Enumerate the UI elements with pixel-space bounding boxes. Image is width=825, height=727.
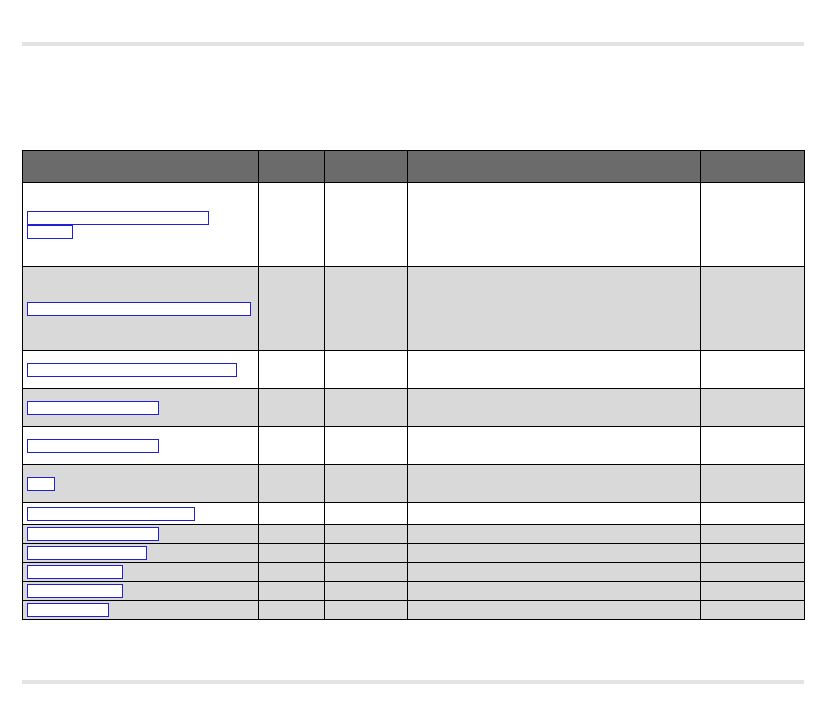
table-cell [325,183,408,267]
table-cell [23,183,259,267]
table-cell [701,563,805,582]
link-box[interactable] [27,225,73,239]
table-cell [259,503,325,525]
table-cell [408,183,701,267]
table-row [23,351,805,389]
table-cell [701,183,805,267]
table-cell [259,351,325,389]
table-cell [701,601,805,620]
table-cell [259,525,325,544]
table-cell [408,601,701,620]
table-cell [259,267,325,351]
table-cell [408,427,701,465]
link-box[interactable] [27,302,251,316]
table-cell [325,465,408,503]
table-cell [23,563,259,582]
link-box[interactable] [27,584,123,598]
link-box[interactable] [27,363,237,377]
spec-table [22,150,805,620]
table-cell [701,427,805,465]
divider-bottom [22,680,804,684]
table-cell [23,465,259,503]
table-cell [23,389,259,427]
link-box[interactable] [27,546,147,560]
divider-top [22,42,804,46]
table-cell [325,582,408,601]
link-box[interactable] [27,439,159,453]
table-cell [701,544,805,563]
table-cell [23,525,259,544]
table-cell [701,351,805,389]
table-row [23,427,805,465]
table-cell [23,427,259,465]
table-cell [325,267,408,351]
table-cell [408,544,701,563]
table-row [23,183,805,267]
col-header-1 [259,151,325,183]
table-cell [259,427,325,465]
link-box[interactable] [27,527,159,541]
spec-table-container [22,150,804,620]
table-row [23,389,805,427]
table-cell [259,544,325,563]
table-cell [408,503,701,525]
table-row [23,525,805,544]
table-cell [408,465,701,503]
table-row [23,582,805,601]
table-header-row [23,151,805,183]
link-box[interactable] [27,507,195,521]
col-header-2 [325,151,408,183]
table-row [23,267,805,351]
col-header-3 [408,151,701,183]
table-cell [701,465,805,503]
table-cell [701,525,805,544]
table-cell [408,351,701,389]
table-cell [325,351,408,389]
col-header-0 [23,151,259,183]
table-row [23,563,805,582]
table-cell [701,582,805,601]
table-cell [325,389,408,427]
table-cell [23,267,259,351]
table-cell [23,544,259,563]
table-cell [259,582,325,601]
table-cell [325,503,408,525]
table-cell [408,582,701,601]
table-cell [23,351,259,389]
table-cell [23,503,259,525]
table-row [23,465,805,503]
table-row [23,544,805,563]
table-cell [408,267,701,351]
link-box[interactable] [27,211,209,225]
table-cell [701,267,805,351]
table-cell [408,563,701,582]
table-row [23,503,805,525]
table-cell [408,389,701,427]
table-cell [325,601,408,620]
table-cell [325,525,408,544]
table-cell [259,601,325,620]
table-cell [701,503,805,525]
table-cell [325,427,408,465]
table-cell [701,389,805,427]
table-cell [408,525,701,544]
table-cell [325,563,408,582]
link-box[interactable] [27,603,109,617]
table-cell [259,389,325,427]
link-box[interactable] [27,477,55,491]
table-cell [23,582,259,601]
table-cell [259,183,325,267]
table-cell [259,563,325,582]
table-cell [259,465,325,503]
table-row [23,601,805,620]
link-box[interactable] [27,401,159,415]
table-body [23,183,805,620]
table-cell [325,544,408,563]
link-box[interactable] [27,565,123,579]
table-cell [23,601,259,620]
col-header-4 [701,151,805,183]
